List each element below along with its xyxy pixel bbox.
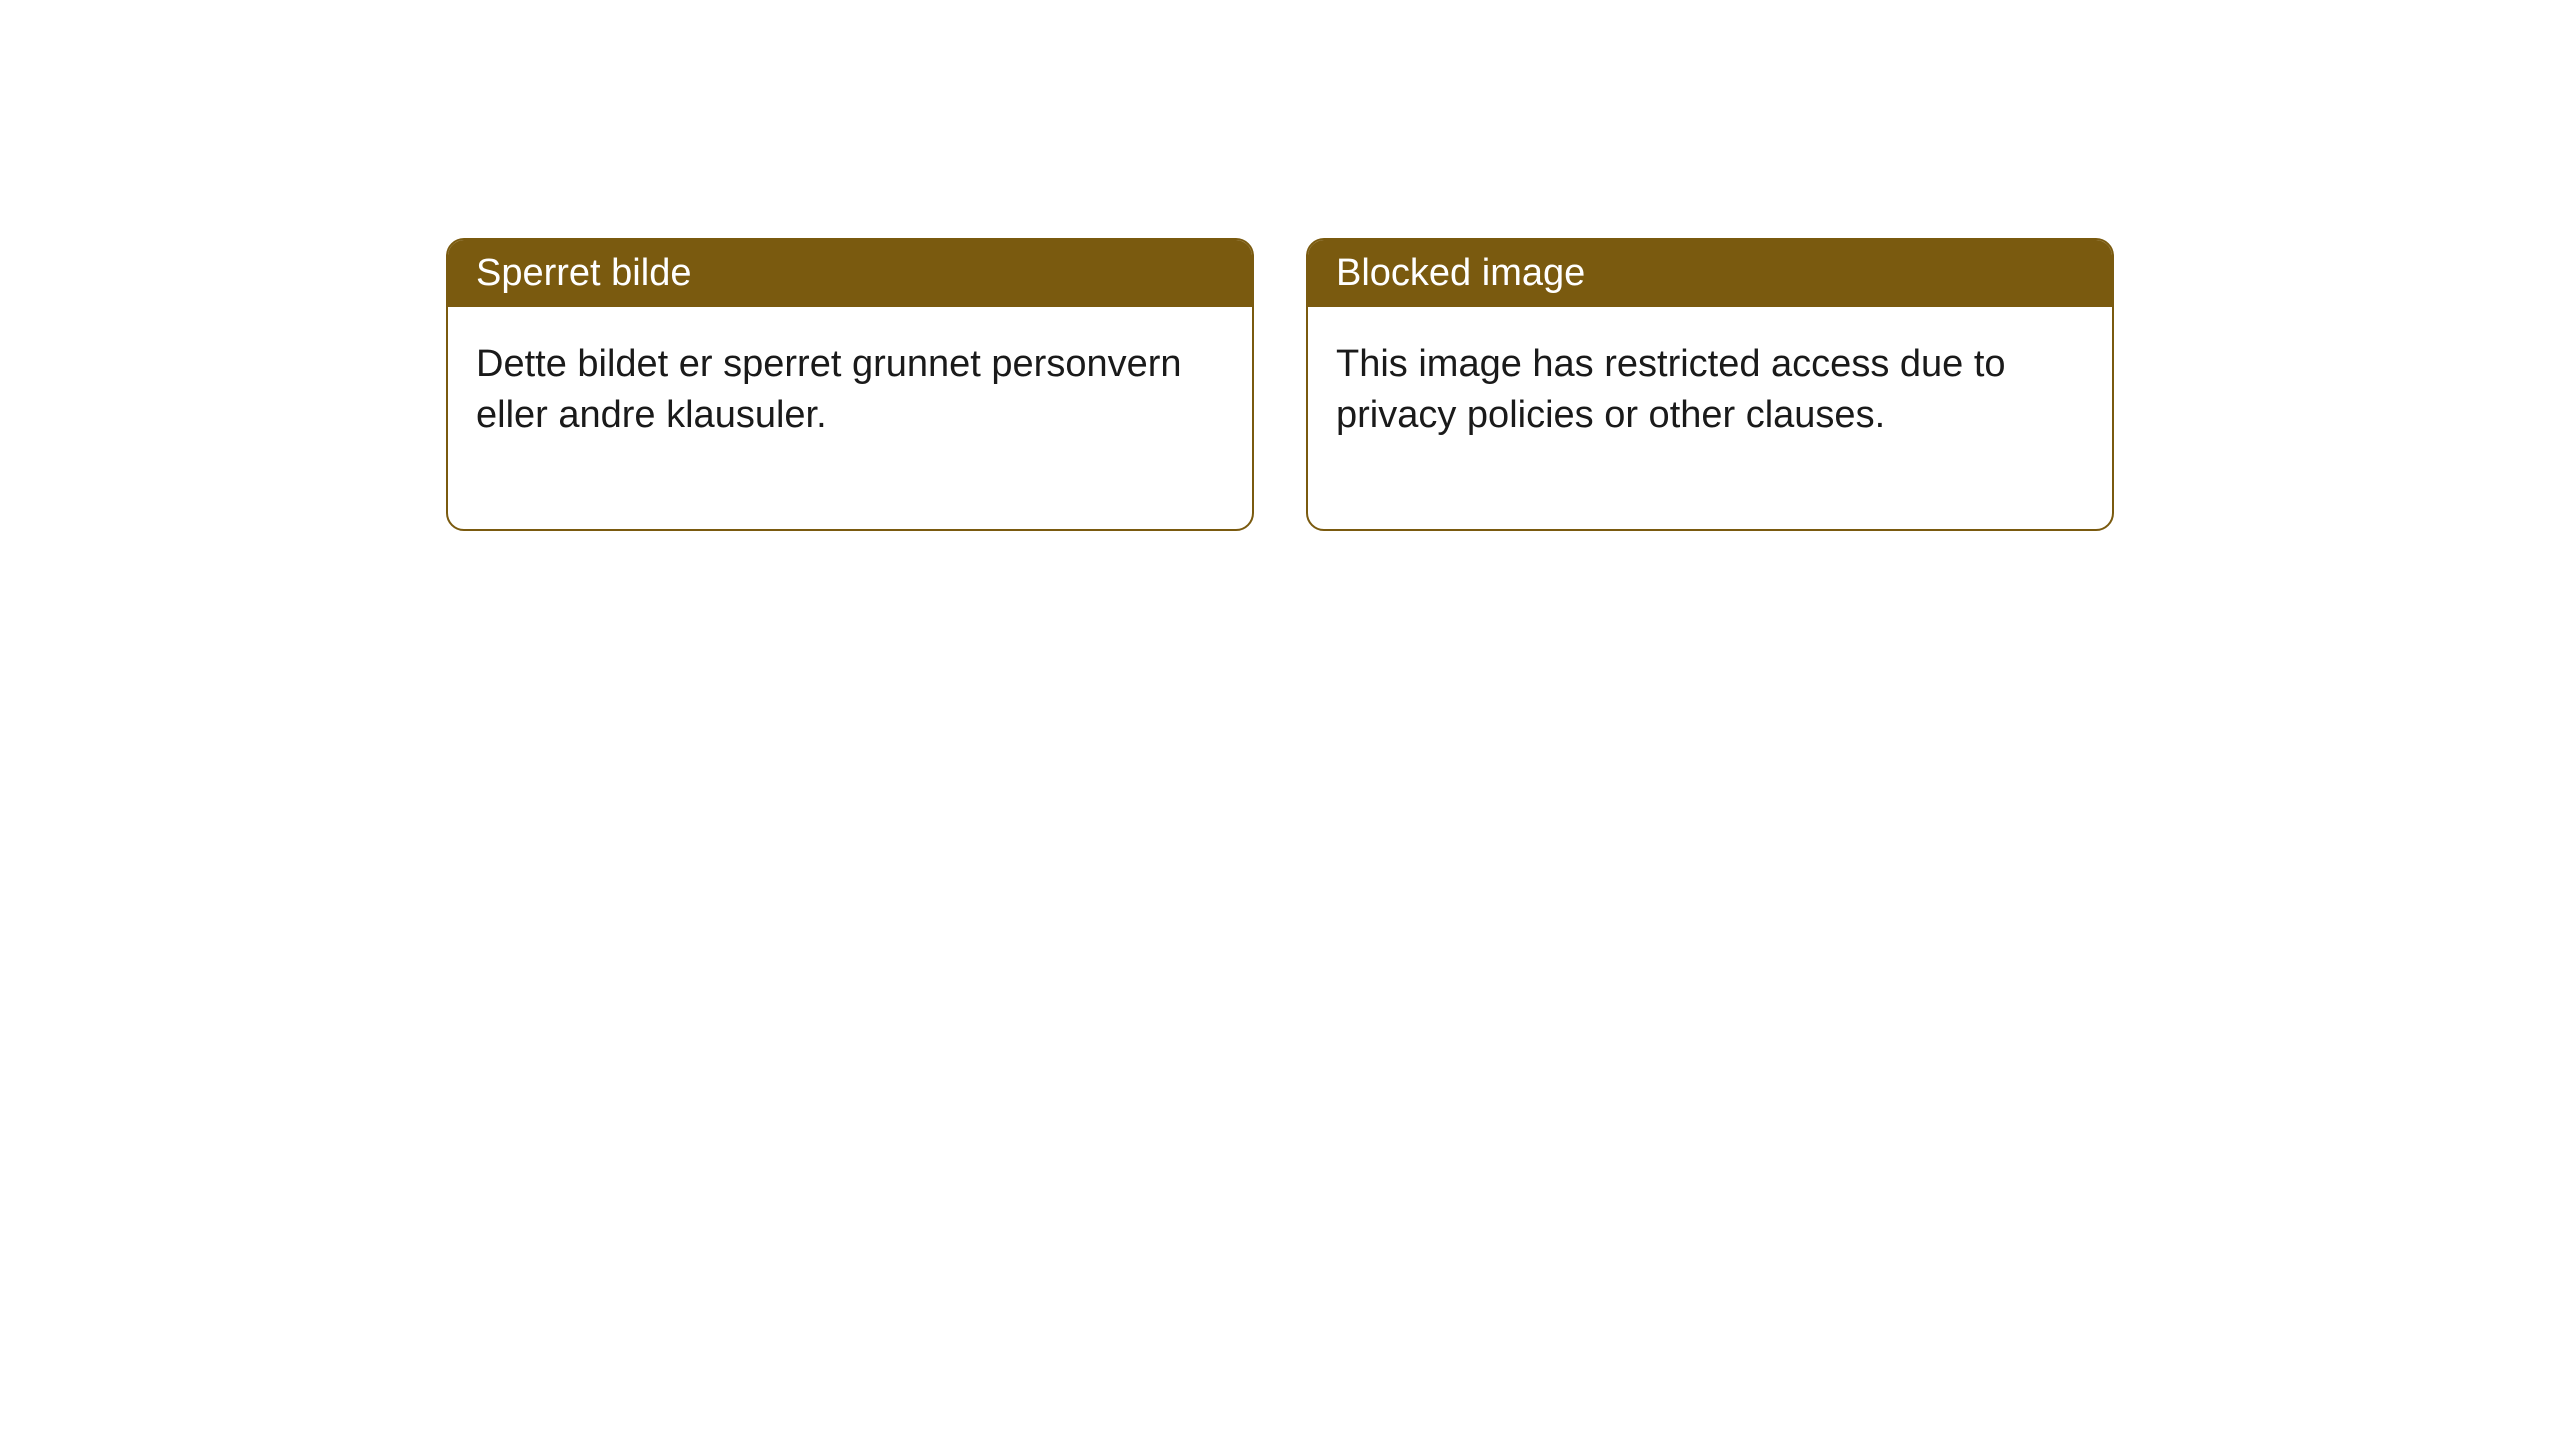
notice-card-norwegian: Sperret bilde Dette bildet er sperret gr…: [446, 238, 1254, 531]
notice-message: Dette bildet er sperret grunnet personve…: [448, 307, 1252, 529]
notice-container: Sperret bilde Dette bildet er sperret gr…: [0, 0, 2560, 531]
notice-title: Sperret bilde: [448, 240, 1252, 307]
notice-card-english: Blocked image This image has restricted …: [1306, 238, 2114, 531]
notice-title: Blocked image: [1308, 240, 2112, 307]
notice-message: This image has restricted access due to …: [1308, 307, 2112, 529]
